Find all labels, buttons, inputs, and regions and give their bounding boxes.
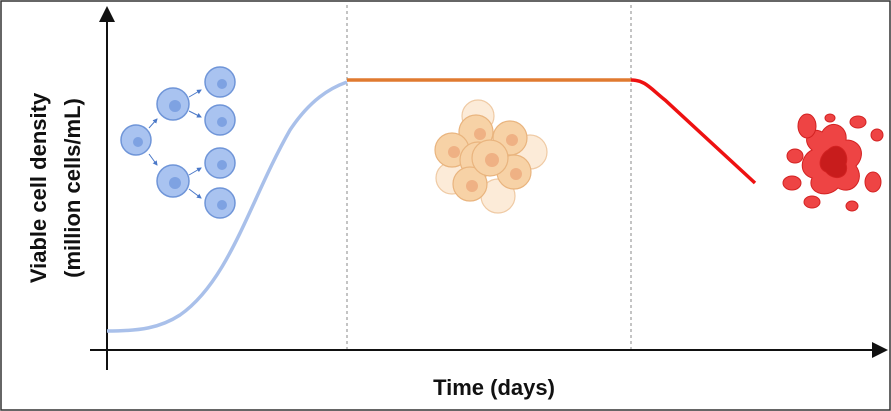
frame: [1, 1, 890, 410]
y-axis-label: Viable cell density: [26, 92, 51, 283]
x-axis-label: Time (days): [433, 375, 555, 400]
y-axis-label: (million cells/mL): [60, 98, 85, 278]
diagram: Viable cell density (million cells/mL) T…: [0, 0, 891, 411]
